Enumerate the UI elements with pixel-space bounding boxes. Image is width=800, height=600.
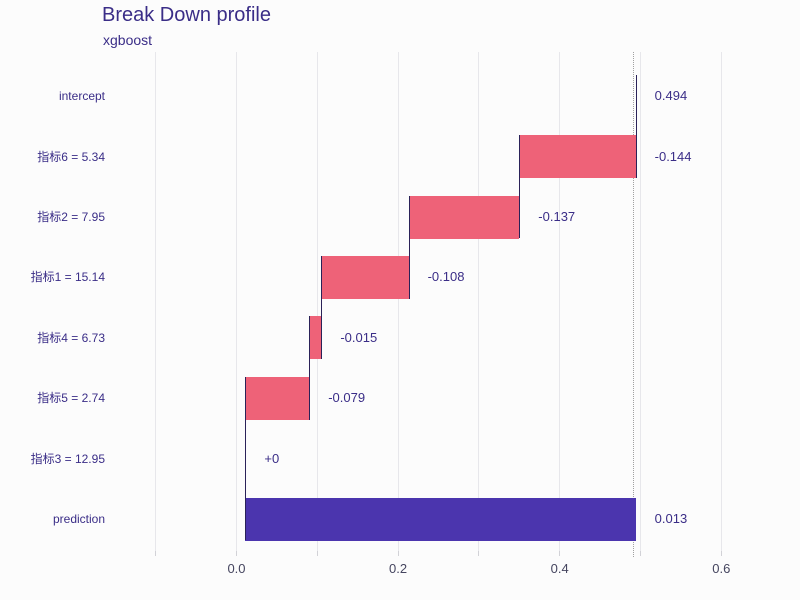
gridline (559, 52, 561, 551)
gridline (155, 52, 157, 551)
breakdown-bar (245, 376, 310, 420)
breakdown-bar (245, 497, 636, 541)
x-tick-label: 0.2 (389, 561, 408, 576)
axis-tick (559, 551, 561, 556)
axis-tick (397, 551, 399, 556)
connector-line (245, 376, 247, 481)
bar-value-label: -0.137 (538, 209, 576, 224)
connector-line (519, 135, 521, 239)
y-axis-label: 指标5 = 2.74 (37, 391, 105, 406)
bar-value-label: +0 (264, 450, 280, 466)
axis-tick (720, 551, 722, 556)
axis-tick (155, 551, 157, 556)
breakdown-bar (321, 255, 409, 299)
breakdown-bar (309, 316, 322, 360)
connector-line (635, 74, 637, 179)
gridline (397, 52, 399, 551)
bar-value-label: 0.494 (654, 88, 688, 104)
bar-value-label: -0.144 (654, 148, 692, 164)
bar-value-label: 0.013 (654, 511, 688, 526)
connector-line (408, 195, 410, 299)
y-axis-label: prediction (52, 512, 105, 526)
intercept-dotted-line (633, 52, 635, 557)
x-tick-label: 0.0 (227, 561, 246, 576)
y-axis-label: intercept (58, 89, 105, 104)
gridline (478, 52, 480, 551)
x-tick-label: 0.4 (550, 561, 569, 576)
chart-subtitle: xgboost (103, 32, 153, 48)
chart-title: Break Down profile (102, 4, 271, 26)
bar-value-label: -0.015 (340, 329, 378, 345)
breakdown-bar (519, 135, 636, 179)
y-axis-label: 指标1 = 15.14 (30, 270, 105, 285)
gridline (316, 52, 318, 551)
bar-value-label: -0.079 (328, 390, 366, 406)
axis-tick (316, 551, 318, 556)
gridline (720, 52, 722, 551)
axis-tick (236, 551, 237, 556)
gridline (236, 52, 237, 551)
axis-tick (478, 551, 480, 556)
connector-line (309, 316, 311, 420)
x-tick-label: 0.6 (712, 561, 731, 576)
y-axis-label: 指标2 = 7.95 (37, 210, 105, 224)
bar-value-label: -0.108 (427, 269, 465, 285)
gridline (640, 52, 641, 551)
axis-tick (640, 551, 641, 556)
y-axis-label: 指标3 = 12.95 (30, 451, 105, 466)
connector-line (245, 437, 247, 541)
y-axis-label: 指标4 = 6.73 (37, 330, 105, 345)
y-axis-label: 指标6 = 5.34 (37, 149, 105, 164)
connector-line (321, 255, 323, 360)
breakdown-bar (408, 195, 520, 239)
